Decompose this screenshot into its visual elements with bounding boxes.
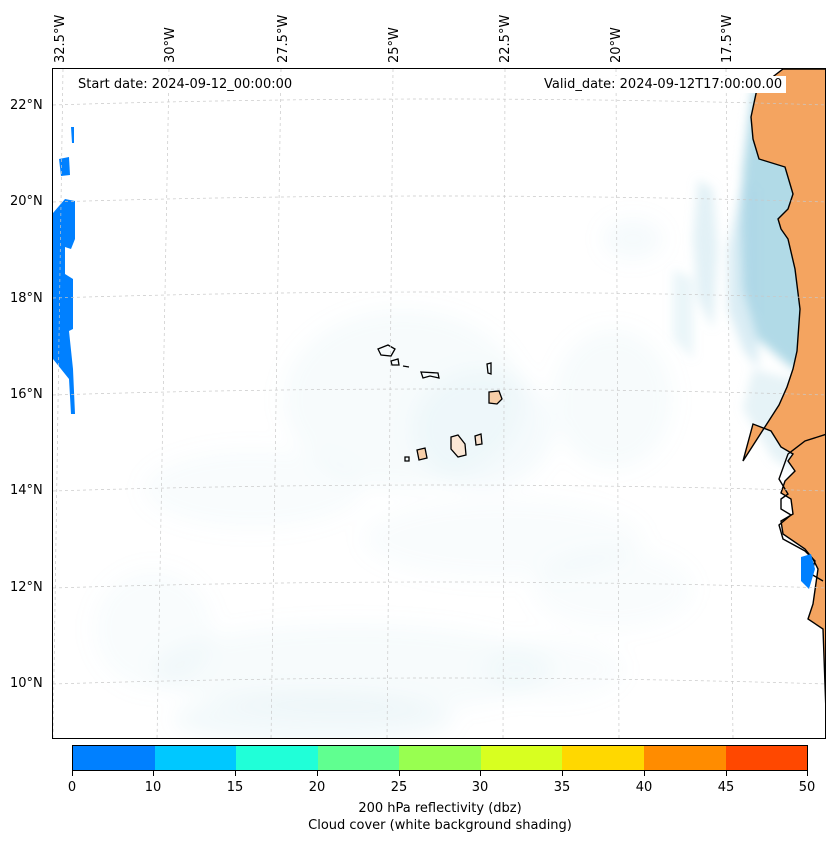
colorbar-segment-40-45: [643, 746, 726, 770]
colorbar-segment-15-20: [236, 746, 318, 770]
reflectivity-patch: [59, 157, 70, 176]
coastline-lower: [778, 433, 825, 582]
cloud-patch: [143, 449, 363, 529]
colorbar-tickmark: [726, 771, 727, 776]
lon-label-30w: 30°W: [163, 27, 178, 63]
colorbar-segment-30-35: [480, 746, 563, 770]
lon-label-17-5w: 17.5°W: [720, 14, 735, 63]
cloud-patch: [93, 569, 213, 689]
reflectivity-patches: [53, 127, 75, 414]
island-santa-luzia: [402, 365, 410, 368]
colorbar-tickmark: [399, 771, 400, 776]
colorbar-segment-10-15: [154, 746, 237, 770]
map-frame[interactable]: [52, 68, 826, 739]
reflectivity-patch: [53, 239, 63, 269]
cape-verde-islands: [377, 344, 503, 462]
lon-label-32-5w: 32.5°W: [53, 14, 68, 63]
map-canvas: [53, 69, 825, 738]
graticule-lat-16n: [53, 388, 825, 396]
colorbar-tick-label: 35: [553, 780, 571, 795]
colorbar-label: 200 hPa reflectivity (dbz): [358, 801, 522, 816]
cloud-patch: [413, 369, 553, 489]
colorbar-tick-label: 45: [717, 780, 735, 795]
lon-label-20w: 20°W: [609, 27, 624, 63]
colorbar: [72, 745, 808, 771]
colorbar-tickmark: [153, 771, 154, 776]
graticule-lat-12n: [53, 581, 825, 589]
island-santiago: [450, 434, 467, 458]
cloud-band: [673, 269, 693, 359]
cloud-patch: [153, 624, 553, 714]
west-africa-land: [742, 69, 825, 704]
colorbar-tick-label: 30: [471, 780, 489, 795]
colorbar-segment-25-30: [399, 746, 481, 770]
lat-label-16n: 16°N: [10, 387, 43, 402]
graticule-lon-22-5w: [502, 69, 506, 738]
graticule: [53, 69, 825, 738]
reflectivity-patch: [71, 127, 74, 143]
graticule-lon-30w: [156, 69, 170, 738]
graticule-lon-27-5w: [270, 69, 282, 738]
graticule-lat-10n: [53, 677, 825, 685]
island-sao-nicolau: [420, 371, 440, 379]
lat-label-14n: 14°N: [10, 483, 43, 498]
cloud-patch: [173, 694, 453, 738]
graticule-lon-20w: [615, 69, 620, 738]
cloud-patch: [483, 639, 623, 699]
graticule-lat-14n: [53, 484, 825, 492]
valid-date-label: Valid_date: 2024-09-12T17:00:00.00: [540, 76, 787, 93]
cloud-cover-shading: [93, 219, 693, 738]
colorbar-tickmark: [807, 771, 808, 776]
colorbar-tick-label: 20: [308, 780, 326, 795]
graticule-lat-22n: [53, 98, 825, 106]
colorbar-sublabel: Cloud cover (white background shading): [308, 818, 572, 833]
graticule-lat-18n: [53, 291, 825, 299]
lon-label-25w: 25°W: [387, 27, 402, 63]
lat-label-12n: 12°N: [10, 580, 43, 595]
lat-label-20n: 20°N: [10, 194, 43, 209]
colorbar-tick-label: 15: [226, 780, 244, 795]
cloud-band: [693, 179, 718, 329]
colorbar-tickmark: [317, 771, 318, 776]
colorbar-tick-label: 50: [798, 780, 816, 795]
cloud-band: [728, 179, 758, 369]
colorbar-segment-0-10: [73, 746, 155, 770]
colorbar-segment-45-50: [725, 746, 808, 770]
colorbar-tick-label: 0: [67, 780, 77, 795]
graticule-lon-25w: [386, 69, 394, 738]
colorbar-segment-20-25: [317, 746, 400, 770]
senegal-blob: [801, 554, 815, 589]
island-fogo: [416, 447, 428, 461]
start-date-label: Start date: 2024-09-12_00:00:00: [74, 76, 297, 93]
lon-label-27-5w: 27.5°W: [276, 14, 291, 63]
reflectivity-patch: [53, 199, 75, 414]
cloud-patch: [553, 329, 673, 469]
lat-label-18n: 18°N: [10, 291, 43, 306]
colorbar-tickmark: [644, 771, 645, 776]
graticule-lon-32-5w: [53, 69, 64, 738]
colorbar-tickmark: [72, 771, 73, 776]
colorbar-tick-label: 10: [144, 780, 162, 795]
island-santo-antao: [377, 344, 396, 357]
graticule-lon-17-5w: [725, 69, 734, 738]
lat-label-10n: 10°N: [10, 676, 43, 691]
island-sao-vicente: [390, 358, 400, 366]
island-brava: [404, 456, 410, 462]
colorbar-tickmark: [480, 771, 481, 776]
cloud-patch: [603, 219, 663, 259]
lon-label-22-5w: 22.5°W: [498, 14, 513, 63]
colorbar-tick-label: 25: [390, 780, 408, 795]
lat-label-22n: 22°N: [10, 98, 43, 113]
island-boa-vista: [488, 390, 503, 405]
island-maio: [474, 433, 483, 446]
colorbar-segment-35-40: [562, 746, 644, 770]
colorbar-tickmark: [235, 771, 236, 776]
colorbar-tick-label: 40: [635, 780, 653, 795]
colorbar-tickmark: [562, 771, 563, 776]
cloud-patch: [533, 549, 693, 629]
graticule-lat-20n: [53, 195, 825, 203]
island-sal: [486, 362, 492, 375]
